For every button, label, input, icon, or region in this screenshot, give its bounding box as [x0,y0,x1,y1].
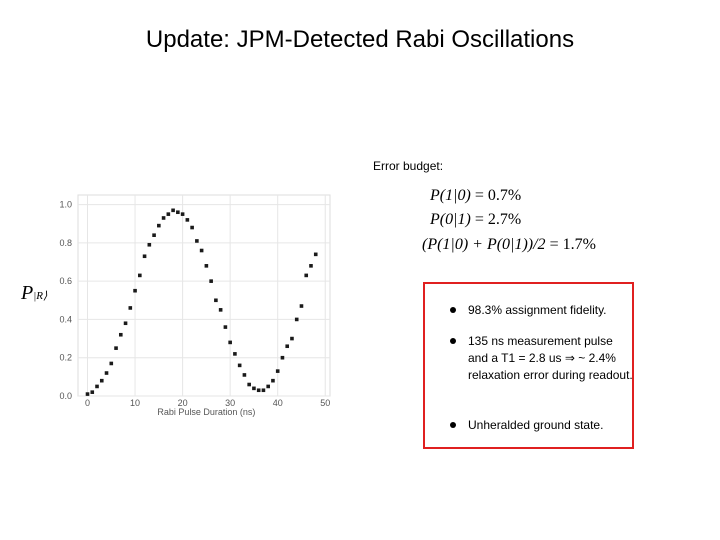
data-point [118,332,123,337]
data-point [199,248,204,253]
y-axis-side-label: P|R⟩ [21,282,47,305]
data-point [280,355,285,360]
y-tick-label: 0.2 [59,353,72,363]
data-point [90,390,95,394]
x-tick-label: 0 [85,398,90,408]
error-budget-label: Error budget: [373,159,444,173]
data-point [299,304,304,308]
data-point [304,273,309,278]
data-point [275,369,280,373]
bullet-dot-3 [450,422,456,428]
data-point [195,239,199,243]
data-point [271,378,275,383]
data-point [242,373,247,377]
eq2-rhs: = 2.7% [470,211,522,228]
data-point [114,346,118,350]
data-point [214,298,218,303]
bullet-dot-1 [450,307,456,313]
data-point [157,223,161,228]
x-tick-label: 40 [273,398,283,408]
data-point [256,388,261,393]
data-point [142,254,147,259]
data-point [166,212,171,216]
data-point [133,288,137,293]
data-point [123,321,128,326]
eq1-lhs: P(1|0) [430,187,471,204]
data-point [171,208,175,213]
eq3-lhs: (P(1|0) + P(0|1))/2 [422,236,546,253]
equation-average: (P(1|0) + P(0|1))/2 = 1.7% [422,236,596,254]
equation-p10: P(1|0) = 0.7% [430,187,521,205]
data-point [147,242,152,247]
slide-title: Update: JPM-Detected Rabi Oscillations [145,26,575,53]
data-point [176,210,180,215]
data-point [252,386,256,391]
data-point [233,352,237,356]
data-point [204,264,209,268]
x-axis-label: Rabi Pulse Duration (ns) [157,407,255,417]
data-point [99,378,104,383]
equation-p01: P(0|1) = 2.7% [430,211,521,229]
x-tick-label: 30 [225,398,235,408]
data-point [290,336,294,341]
data-point [209,279,213,283]
data-point [190,225,194,230]
y-tick-label: 0.6 [59,276,72,286]
data-point [185,218,190,222]
data-point [218,308,223,312]
data-point [152,233,156,237]
y-side-label-subscript: |R⟩ [33,290,48,302]
data-point [285,344,290,349]
data-point [266,384,270,389]
data-point [237,363,242,368]
y-tick-label: 0.0 [59,391,72,401]
data-point [309,264,313,268]
x-tick-label: 10 [130,398,140,408]
data-point [223,325,228,329]
bullet-fidelity: 98.3% assignment fidelity. [468,303,607,317]
x-tick-label: 50 [320,398,330,408]
data-point [261,388,266,393]
plot-area [77,194,331,397]
data-point [180,212,185,216]
eq3-rhs: = 1.7% [545,236,596,253]
data-point [138,273,142,278]
data-point [228,340,232,345]
x-tick-label: 20 [178,398,188,408]
y-tick-label: 0.4 [59,314,72,324]
data-point [294,317,299,322]
y-tick-label: 0.8 [59,238,72,248]
summary-box [423,282,634,449]
data-point [128,306,133,310]
data-point [161,216,166,220]
data-point [109,361,114,366]
eq1-rhs: = 0.7% [470,187,522,204]
data-point [247,382,251,387]
data-point [104,371,109,375]
y-tick-label: 1.0 [59,200,72,210]
bullet-dot-2 [450,338,456,344]
data-point [95,384,99,389]
y-side-label-main: P [21,282,34,304]
bullet-relaxation: 135 ns measurement pulse and a T1 = 2.8 … [468,334,633,382]
data-point [313,252,318,257]
data-point [85,392,90,396]
bullet-ground-state: Unheralded ground state. [468,418,604,432]
eq2-lhs: P(0|1) [430,211,471,228]
